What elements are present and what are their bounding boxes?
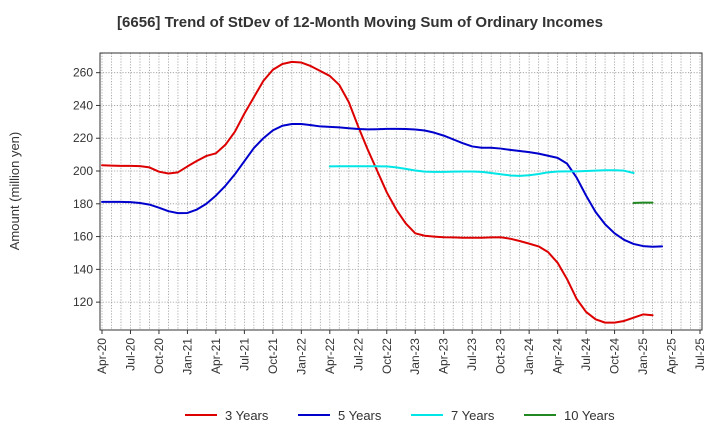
y-tick-label: 220 xyxy=(73,131,93,145)
x-tick-label: Apr-23 xyxy=(437,338,451,374)
x-tick-label: Apr-20 xyxy=(95,338,109,374)
x-tick-label: Apr-22 xyxy=(323,338,337,374)
y-tick-label: 120 xyxy=(73,295,93,309)
series-line-5-years xyxy=(101,122,664,248)
y-tick-label: 160 xyxy=(73,230,93,244)
x-tick-label: Jan-23 xyxy=(408,338,422,375)
x-tick-label: Jan-24 xyxy=(522,338,536,375)
x-tick-label: Jan-22 xyxy=(294,338,308,375)
y-tick-label: 240 xyxy=(73,98,93,112)
x-tick-label: Oct-23 xyxy=(494,338,508,374)
x-tick-label: Oct-21 xyxy=(266,338,280,374)
y-tick-label: 260 xyxy=(73,66,93,80)
x-tick-label: Jul-21 xyxy=(237,338,251,371)
x-tick-label: Jul-25 xyxy=(693,338,707,371)
y-axis-ticks: 120 140 160 180 200 220 240 260 xyxy=(73,66,100,309)
x-tick-label: Oct-24 xyxy=(608,338,622,374)
series-line-7-years xyxy=(328,165,635,177)
legend: 3 Years 5 Years 7 Years 10 Years xyxy=(185,408,615,423)
series-lines xyxy=(101,60,664,324)
x-tick-label: Jul-23 xyxy=(465,338,479,371)
chart-title: [6656] Trend of StDev of 12-Month Moving… xyxy=(117,14,603,31)
grid xyxy=(100,53,702,330)
x-tick-label: Apr-24 xyxy=(551,338,565,374)
y-tick-label: 180 xyxy=(73,197,93,211)
x-tick-label: Apr-21 xyxy=(209,338,223,374)
x-axis-ticks: Apr-20 Jul-20 Oct-20 Jan-21 Apr-21 Jul-21 Oct-… xyxy=(95,330,707,375)
legend-label: 10 Years xyxy=(564,408,615,423)
y-tick-label: 200 xyxy=(73,164,93,178)
legend-label: 3 Years xyxy=(225,408,269,423)
x-tick-label: Jan-25 xyxy=(636,338,650,375)
x-tick-label: Oct-20 xyxy=(152,338,166,374)
x-tick-label: Jan-21 xyxy=(180,338,194,375)
x-tick-label: Oct-22 xyxy=(380,338,394,374)
legend-label: 7 Years xyxy=(451,408,495,423)
x-tick-label: Jul-22 xyxy=(351,338,365,371)
x-tick-label: Jul-24 xyxy=(579,338,593,371)
series-line-3-years xyxy=(101,60,654,324)
y-axis-label: Amount (million yen) xyxy=(7,132,22,251)
plot-area xyxy=(99,52,703,331)
y-tick-label: 140 xyxy=(73,262,93,276)
x-tick-label: Jul-20 xyxy=(123,338,137,371)
x-tick-label: Apr-25 xyxy=(665,338,679,374)
legend-label: 5 Years xyxy=(338,408,382,423)
